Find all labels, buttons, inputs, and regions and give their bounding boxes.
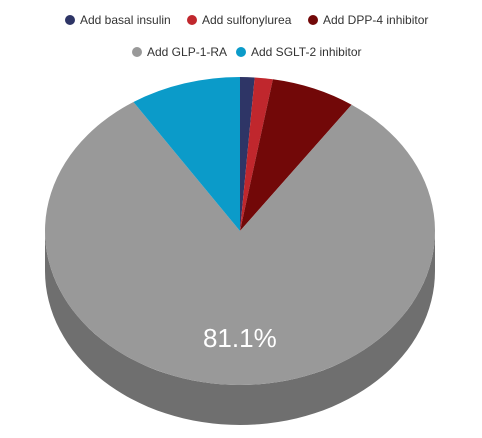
legend-marker	[308, 15, 318, 25]
pie-side	[45, 231, 435, 425]
legend: Add basal insulin Add sulfonylurea Add DPP…	[65, 13, 428, 59]
legend-marker	[65, 15, 75, 25]
pie-slice	[240, 77, 273, 231]
pie-slice	[240, 77, 255, 231]
legend-label: Add sulfonylurea	[202, 13, 292, 27]
legend-label: Add DPP-4 inhibitor	[323, 13, 428, 27]
legend-label: Add SGLT-2 inhibitor	[251, 45, 362, 59]
legend-marker	[187, 15, 197, 25]
legend-label: Add basal insulin	[80, 13, 171, 27]
data-label: 81.1%	[203, 323, 277, 353]
pie-slice	[133, 77, 240, 231]
legend-label: Add GLP-1-RA	[147, 45, 227, 59]
legend-marker	[236, 47, 246, 57]
pie-slice	[45, 102, 435, 386]
legend-marker	[132, 47, 142, 57]
pie-slice	[240, 79, 352, 232]
pie: 81.1%	[45, 77, 435, 386]
